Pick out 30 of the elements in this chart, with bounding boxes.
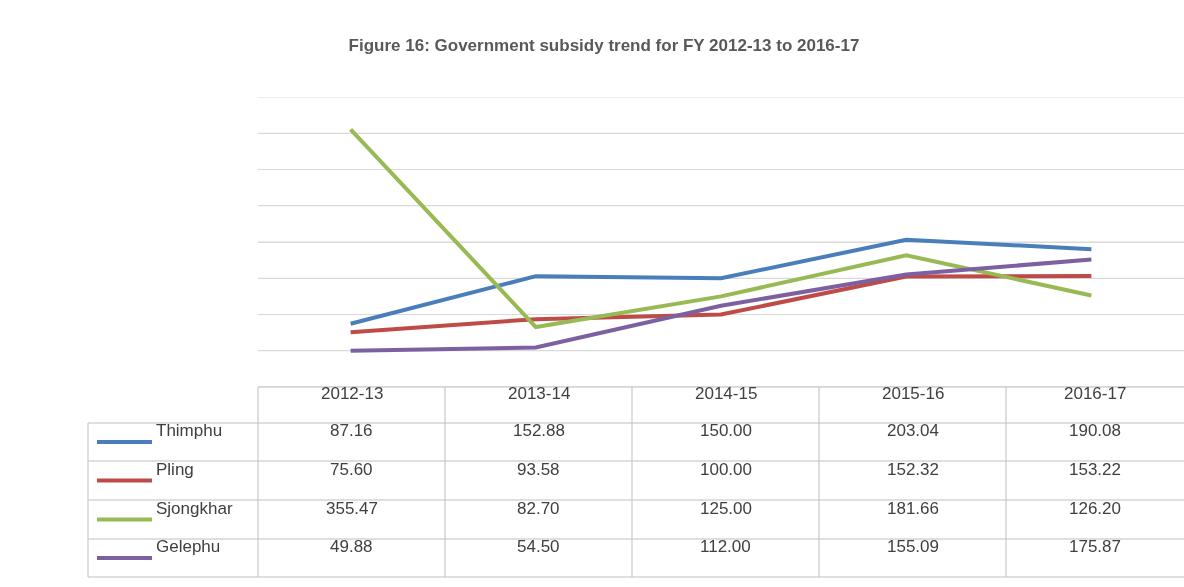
data-label: 175.87 bbox=[1069, 537, 1121, 556]
x-tick-label: 2013-14 bbox=[508, 384, 571, 403]
data-label: 152.32 bbox=[887, 460, 939, 479]
data-label: 153.22 bbox=[1069, 460, 1121, 479]
data-label: 152.88 bbox=[513, 421, 565, 440]
data-label: 93.58 bbox=[517, 460, 560, 479]
legend-label: Sjongkhar bbox=[156, 499, 233, 518]
x-tick-label: 2012-13 bbox=[321, 384, 384, 403]
data-label: 54.50 bbox=[517, 537, 560, 556]
data-label: 190.08 bbox=[1069, 421, 1121, 440]
x-tick-label: 2015-16 bbox=[882, 384, 945, 403]
data-label: 155.09 bbox=[887, 537, 939, 556]
data-label: 125.00 bbox=[700, 499, 752, 518]
x-tick-label: 2016-17 bbox=[1064, 384, 1127, 403]
data-label: 355.47 bbox=[326, 499, 378, 518]
legend-label: Thimphu bbox=[156, 421, 223, 440]
data-label: 75.60 bbox=[330, 460, 373, 479]
data-label: 112.00 bbox=[700, 537, 751, 556]
data-label: 49.88 bbox=[330, 537, 373, 556]
data-label: 126.20 bbox=[1069, 499, 1121, 518]
x-tick-label: 2014-15 bbox=[695, 384, 758, 403]
data-label: 82.70 bbox=[517, 499, 560, 518]
data-label: 150.00 bbox=[700, 421, 752, 440]
chart-title: Figure 16: Government subsidy trend for FY 2012-13 to 2016-17 bbox=[348, 35, 860, 55]
legend-label: Gelephu bbox=[156, 537, 221, 556]
data-label: 181.66 bbox=[887, 499, 939, 518]
legend-label: Pling bbox=[156, 460, 194, 479]
data-label: 100.00 bbox=[700, 460, 752, 479]
data-label: 203.04 bbox=[887, 421, 939, 440]
data-label: 87.16 bbox=[330, 421, 373, 440]
